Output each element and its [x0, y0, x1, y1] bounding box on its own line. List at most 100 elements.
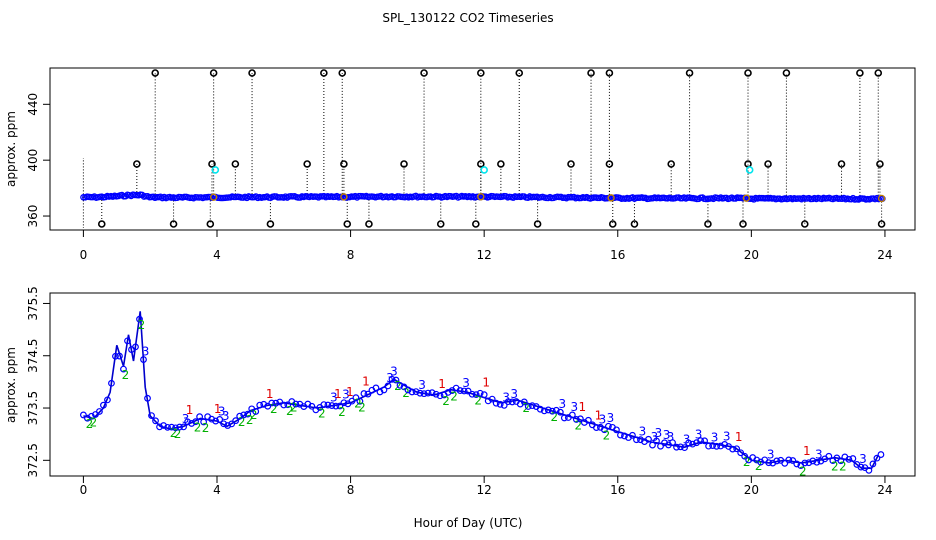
series-point [785, 456, 793, 464]
series-digit-label: 3 [667, 430, 675, 444]
series-point [436, 392, 444, 400]
top-y-tick-label: 400 [26, 149, 40, 172]
series-point [560, 414, 568, 422]
cyan-point [211, 166, 220, 174]
low-spike-14-point [877, 220, 886, 228]
series-point [488, 395, 496, 403]
series-digit-label: 1 [438, 377, 446, 391]
series-point [621, 432, 628, 440]
series-point [464, 387, 472, 395]
bottom-series-line [83, 311, 880, 469]
series-point [428, 389, 436, 397]
bottom-y-axis-label: approx. ppm [4, 347, 18, 423]
top-panel: approx. ppm 0 4 8 12 16 20 24 360 400 440 [4, 67, 916, 262]
high-spike-13-point [856, 69, 864, 77]
series-digit-label: 2 [550, 410, 558, 424]
series-point [84, 414, 91, 422]
series-point [689, 440, 696, 448]
series-digit-label: 1 [595, 409, 603, 423]
mid-spike-0-point [133, 160, 141, 168]
bottom-x-tick-label: 12 [477, 483, 492, 497]
series-digit-label: 1 [334, 387, 342, 401]
series-point [96, 408, 103, 415]
series-point [601, 426, 608, 434]
series-digit-label: 2 [575, 418, 583, 432]
series-point [160, 422, 167, 429]
series-digit-label: 1 [803, 444, 811, 458]
high-spike-9-point [605, 69, 614, 77]
bottom-x-ticks: 0 4 8 12 16 20 24 [80, 476, 893, 497]
series-point [637, 436, 644, 444]
top-y-ticks: 360 400 440 [26, 93, 50, 227]
series-point [685, 439, 692, 447]
series-digit-label: 2 [174, 427, 182, 441]
series-digit-label: 3 [510, 387, 518, 401]
mid-spike-13-point [837, 160, 846, 168]
series-digit-label: 2 [246, 413, 254, 427]
series-point [176, 423, 183, 431]
series-point [476, 389, 484, 397]
series-point [701, 437, 708, 445]
series-digit-label: 3 [342, 388, 350, 402]
series-point [677, 443, 684, 451]
high-spike-2-point [248, 69, 256, 77]
mid-spike-1-point [208, 160, 216, 168]
series-point [633, 436, 640, 444]
series-point [536, 405, 544, 413]
series-digit-label: 2 [90, 415, 98, 429]
series-point [352, 394, 360, 402]
series-digit-label: 3 [859, 452, 867, 466]
orange-point [340, 193, 348, 201]
series-point [340, 399, 348, 407]
bottom-plot-frame [49, 292, 916, 477]
top-x-ticks: 0 4 8 12 16 20 24 [80, 230, 893, 262]
series-point [348, 397, 356, 405]
series-point [260, 400, 268, 408]
series-point [100, 401, 107, 409]
series-point [480, 391, 488, 399]
series-digit-label: 2 [603, 429, 611, 443]
series-point [697, 437, 704, 445]
series-point [857, 463, 865, 471]
series-point [729, 445, 737, 453]
series-digit-label: 1 [482, 376, 490, 390]
series-trend-line [83, 311, 880, 469]
series-point [388, 375, 396, 383]
series-point [605, 422, 612, 430]
mid-spike-2-point [231, 160, 240, 168]
series-point [384, 382, 392, 390]
series-digit-label: 2 [194, 421, 202, 435]
series-point [372, 384, 380, 392]
series-point [508, 398, 516, 406]
bottom-x-tick-label: 16 [610, 483, 625, 497]
mid-spike-10-point [667, 160, 675, 168]
bottom-y-tick-label: 373.5 [26, 391, 40, 425]
series-digit-label: 2 [238, 415, 246, 429]
chart-title: SPL_130122 CO2 Timeseries [382, 11, 553, 25]
orange-point [742, 194, 751, 202]
series-point [320, 401, 328, 409]
high-spike-7-point [515, 69, 524, 77]
series-point [420, 390, 428, 398]
series-point [356, 397, 364, 405]
series-point [284, 401, 292, 409]
series-point [308, 402, 316, 410]
series-point [144, 394, 151, 402]
series-point [79, 411, 87, 419]
series-digit-label: 2 [286, 404, 294, 418]
series-point [845, 455, 853, 463]
low-spike-13-point [800, 220, 809, 228]
series-point [140, 356, 147, 363]
series-digit-label: 3 [571, 400, 579, 414]
orange-point [477, 193, 485, 201]
bottom-y-ticks: 372.5 373.5 374.5 375.5 [26, 286, 50, 477]
low-spike-11-point [704, 220, 712, 228]
series-point [268, 399, 276, 407]
series-digit-label: 3 [607, 411, 615, 425]
top-y-tick-label: 440 [26, 93, 40, 116]
series-digit-label: 3 [218, 404, 226, 418]
series-digit-label: 2 [839, 460, 847, 474]
series-point [705, 442, 713, 450]
low-spike-5-point [365, 220, 373, 228]
mid-spike-14-point [876, 160, 884, 168]
